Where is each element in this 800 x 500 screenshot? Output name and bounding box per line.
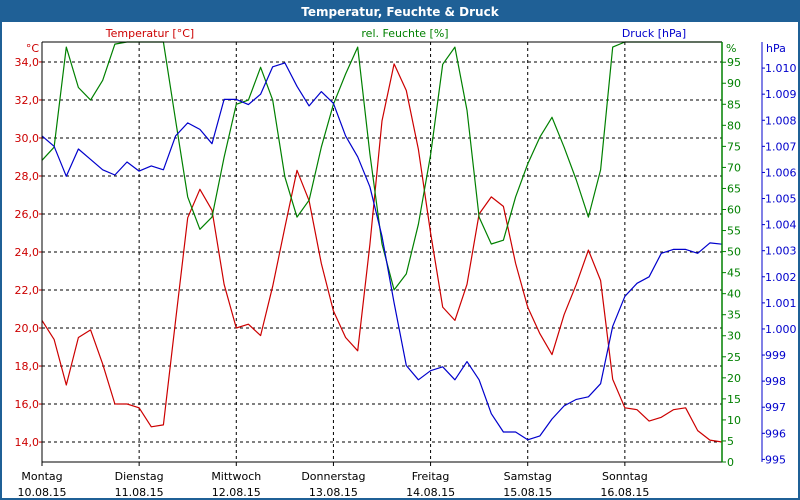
temperature-tick-label: 34,0	[15, 56, 40, 69]
temperature-tick-label: 22,0	[15, 284, 40, 297]
pressure-tick-label: 997	[765, 401, 786, 414]
pressure-unit: hPa	[766, 42, 786, 55]
series-line-humidity	[41, 41, 722, 291]
temperature-unit: °C	[26, 42, 40, 55]
humidity-tick-label: 80	[727, 119, 741, 132]
pressure-tick-label: 1.008	[765, 114, 797, 127]
humidity-tick-label: 0	[727, 456, 734, 469]
pressure-tick-label: 1.001	[765, 297, 797, 310]
humidity-tick-label: 45	[727, 267, 741, 280]
humidity-tick-label: 65	[727, 182, 741, 195]
humidity-tick-label: 50	[727, 246, 741, 259]
temperature-tick-label: 20,0	[15, 322, 40, 335]
x-tick-day: Montag	[21, 470, 62, 483]
x-tick-date: 12.08.15	[212, 486, 261, 498]
temperature-tick-label: 24,0	[15, 246, 40, 259]
pressure-tick-label: 1.010	[765, 62, 797, 75]
humidity-tick-label: 10	[727, 414, 741, 427]
series-line-pressure	[41, 62, 723, 441]
pressure-axis-title: Druck [hPa]	[622, 27, 686, 40]
humidity-tick-label: 95	[727, 56, 741, 69]
pressure-tick-label: 1.004	[765, 219, 797, 232]
humidity-tick-label: 30	[727, 330, 741, 343]
humidity-tick-label: 55	[727, 225, 741, 238]
pressure-tick-label: 1.003	[765, 245, 797, 258]
chart: 14,0 16,0 18,0 20,0 22,0 24,0 26,0 28,0 30,0 32,0…	[15, 27, 797, 498]
grid	[42, 42, 722, 462]
pressure-tick-label: 995	[765, 453, 786, 466]
x-tick-date: 11.08.15	[115, 486, 164, 498]
temperature-tick-label: 30,0	[15, 132, 40, 145]
temperature-tick-label: 32,0	[15, 94, 40, 107]
humidity-tick-label: 40	[727, 288, 741, 301]
temperature-tick-label: 16,0	[15, 398, 40, 411]
pressure-tick-label: 996	[765, 427, 786, 440]
pressure-tick-label: 1.005	[765, 193, 797, 206]
window-title: Temperatur, Feuchte & Druck	[2, 2, 798, 22]
humidity-tick-label: 15	[727, 393, 741, 406]
temperature-tick-label: 18,0	[15, 360, 40, 373]
humidity-tick-label: 75	[727, 140, 741, 153]
x-tick-date: 10.08.15	[18, 486, 67, 498]
temperature-axis-title: Temperatur [°C]	[105, 27, 194, 40]
x-tick-day: Dienstag	[115, 470, 164, 483]
x-tick-day: Mittwoch	[211, 470, 261, 483]
pressure-tick-label: 1.002	[765, 271, 797, 284]
humidity-axis-title: rel. Feuchte [%]	[361, 27, 448, 40]
x-tick-day: Donnerstag	[301, 470, 365, 483]
pressure-tick-label: 1.007	[765, 140, 797, 153]
humidity-unit: %	[726, 42, 736, 55]
pressure-tick-label: 998	[765, 375, 786, 388]
temperature-tick-label: 28,0	[15, 170, 40, 183]
series-line-temperature	[41, 63, 723, 443]
x-tick-date: 15.08.15	[503, 486, 552, 498]
humidity-tick-label: 20	[727, 372, 741, 385]
humidity-tick-label: 90	[727, 77, 741, 90]
x-tick-day: Samstag	[504, 470, 552, 483]
x-tick-date: 13.08.15	[309, 486, 358, 498]
pressure-tick-label: 1.006	[765, 166, 797, 179]
x-tick-date: 16.08.15	[600, 486, 649, 498]
humidity-tick-label: 35	[727, 309, 741, 322]
temperature-tick-label: 14,0	[15, 436, 40, 449]
temperature-tick-label: 26,0	[15, 208, 40, 221]
x-tick-date: 14.08.15	[406, 486, 455, 498]
humidity-tick-label: 25	[727, 351, 741, 364]
pressure-tick-label: 1.009	[765, 88, 797, 101]
pressure-tick-label: 999	[765, 349, 786, 362]
x-tick-day: Sonntag	[602, 470, 648, 483]
x-tick-day: Freitag	[412, 470, 450, 483]
humidity-tick-label: 85	[727, 98, 741, 111]
pressure-tick-label: 1.000	[765, 323, 797, 336]
humidity-tick-label: 60	[727, 203, 741, 216]
humidity-tick-label: 70	[727, 161, 741, 174]
axes: 14,0 16,0 18,0 20,0 22,0 24,0 26,0 28,0 30,0 32,0…	[15, 41, 797, 498]
humidity-tick-label: 5	[727, 435, 734, 448]
series-lines	[41, 41, 723, 443]
